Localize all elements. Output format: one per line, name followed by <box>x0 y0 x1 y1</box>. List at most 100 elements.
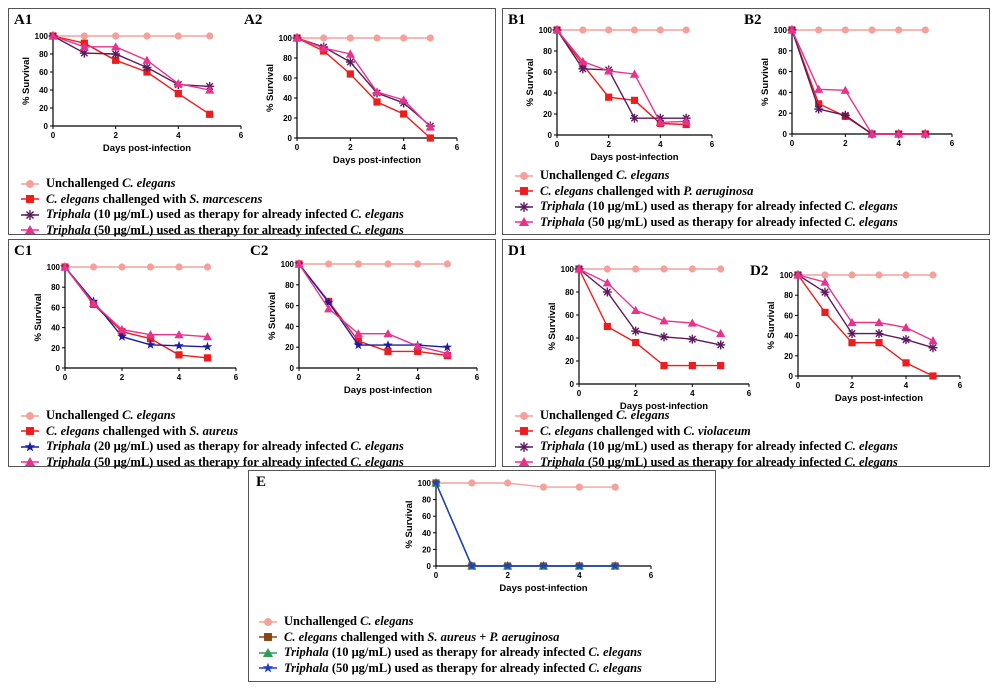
x-tick-label: 0 <box>51 131 56 140</box>
legend-text-part: C. elegans <box>616 408 670 423</box>
data-point <box>579 26 587 34</box>
x-tick-label: 0 <box>297 373 302 382</box>
data-point <box>373 98 381 106</box>
data-point <box>206 110 214 118</box>
x-tick-label: 6 <box>239 131 244 140</box>
data-point <box>815 100 823 108</box>
x-tick-label: 6 <box>710 140 715 149</box>
data-point <box>384 347 392 355</box>
data-point <box>442 348 452 358</box>
x-tick-label: 6 <box>234 373 239 382</box>
data-point <box>206 32 214 40</box>
series-t50 <box>292 33 435 131</box>
y-tick-label: 0 <box>427 562 432 571</box>
legend-swatch <box>515 201 533 212</box>
y-axis-label: % Survival <box>760 58 771 106</box>
legend-text-part: Triphala <box>284 645 329 660</box>
legend-label: Unchallenged C. elegans <box>540 408 670 423</box>
data-point <box>902 359 910 367</box>
legend-label: C. elegans challenged with S. aureus + P… <box>284 630 559 645</box>
y-tick-label: 80 <box>39 50 48 59</box>
x-tick-label: 2 <box>633 389 638 398</box>
data-point <box>611 483 619 491</box>
y-tick-label: 20 <box>543 110 552 119</box>
legend-e: Unchallenged C. elegans C. elegans challe… <box>258 614 642 676</box>
data-point <box>175 351 183 359</box>
y-tick-label: 20 <box>51 344 60 353</box>
legend-item: Triphala (10 μg/mL) used as therapy for … <box>20 207 404 223</box>
legend-swatch <box>515 187 533 196</box>
data-point <box>575 483 583 491</box>
y-tick-label: 20 <box>283 114 292 123</box>
data-point <box>111 49 121 59</box>
legend-item: Unchallenged C. elegans <box>258 614 642 630</box>
data-point <box>632 339 640 347</box>
series-unchallenged <box>432 479 619 491</box>
x-tick-label: 4 <box>658 140 663 149</box>
x-tick-label: 4 <box>176 131 181 140</box>
panel-label-b1: B1 <box>508 12 526 28</box>
series-line <box>578 268 721 367</box>
legend-item: Triphala (10 μg/mL) used as therapy for … <box>514 439 898 455</box>
legend-label: Triphala (10 μg/mL) used as therapy for … <box>284 645 642 660</box>
y-tick-label: 20 <box>422 545 431 554</box>
panel-e <box>248 470 716 682</box>
data-point <box>146 263 155 271</box>
panel-label-d2: D2 <box>750 263 769 279</box>
x-tick-label: 4 <box>177 373 182 382</box>
legend-text-part: Triphala <box>540 214 585 229</box>
data-point <box>442 342 453 352</box>
data-point <box>716 328 726 337</box>
data-point <box>539 483 548 491</box>
y-tick-label: 60 <box>285 302 294 311</box>
data-point <box>324 304 334 313</box>
y-tick-label: 80 <box>565 288 574 297</box>
data-point <box>921 26 929 34</box>
legend-text-part: (10 μg/mL) used as therapy for already i… <box>584 439 845 454</box>
y-tick-label: 80 <box>51 283 60 292</box>
data-point <box>79 42 89 51</box>
data-point <box>602 287 612 297</box>
legend-text-part: C. elegans <box>284 629 338 644</box>
data-point <box>203 354 212 362</box>
y-tick-label: 100 <box>279 34 293 43</box>
data-point <box>901 335 911 345</box>
data-point <box>414 260 422 268</box>
data-point <box>632 265 640 273</box>
data-point <box>656 26 664 34</box>
asterisk-marker-icon <box>519 201 529 212</box>
data-point <box>688 362 696 370</box>
x-tick-label: 0 <box>295 143 300 152</box>
data-point <box>353 329 363 338</box>
legend-swatch <box>515 171 533 180</box>
legend-text-part: (50 μg/mL) used as therapy for already i… <box>328 660 589 675</box>
series-line <box>435 482 616 567</box>
legend-item: Triphala (50 μg/mL) used as therapy for … <box>20 455 404 471</box>
data-point <box>112 32 120 40</box>
legend-text-part: C. elegans <box>844 454 898 469</box>
panel-label-e: E <box>256 474 267 490</box>
data-point <box>681 116 691 125</box>
data-point <box>80 32 88 40</box>
legend-text-part: (10 μg/mL) used as therapy for already i… <box>584 199 845 214</box>
square-marker-icon <box>264 633 272 642</box>
series-t50 <box>48 31 215 94</box>
data-point <box>89 263 98 271</box>
data-point <box>603 322 611 331</box>
legend-text-part: (50 μg/mL) used as therapy for already i… <box>90 222 351 237</box>
y-axis-label: % Survival <box>267 292 278 340</box>
legend-text-part: Triphala <box>46 207 91 222</box>
legend-label: Triphala (50 μg/mL) used as therapy for … <box>284 661 642 676</box>
legend-text-part: Triphala <box>540 439 585 454</box>
legend-label: Triphala (10 μg/mL) used as therapy for … <box>46 207 404 222</box>
data-point <box>118 263 126 271</box>
x-tick-label: 6 <box>649 571 654 580</box>
data-point <box>630 113 639 123</box>
legend-text-part: Triphala <box>46 222 91 237</box>
data-point <box>372 87 382 96</box>
legend-text-part: C. elegans <box>350 454 404 469</box>
data-point <box>894 129 904 138</box>
